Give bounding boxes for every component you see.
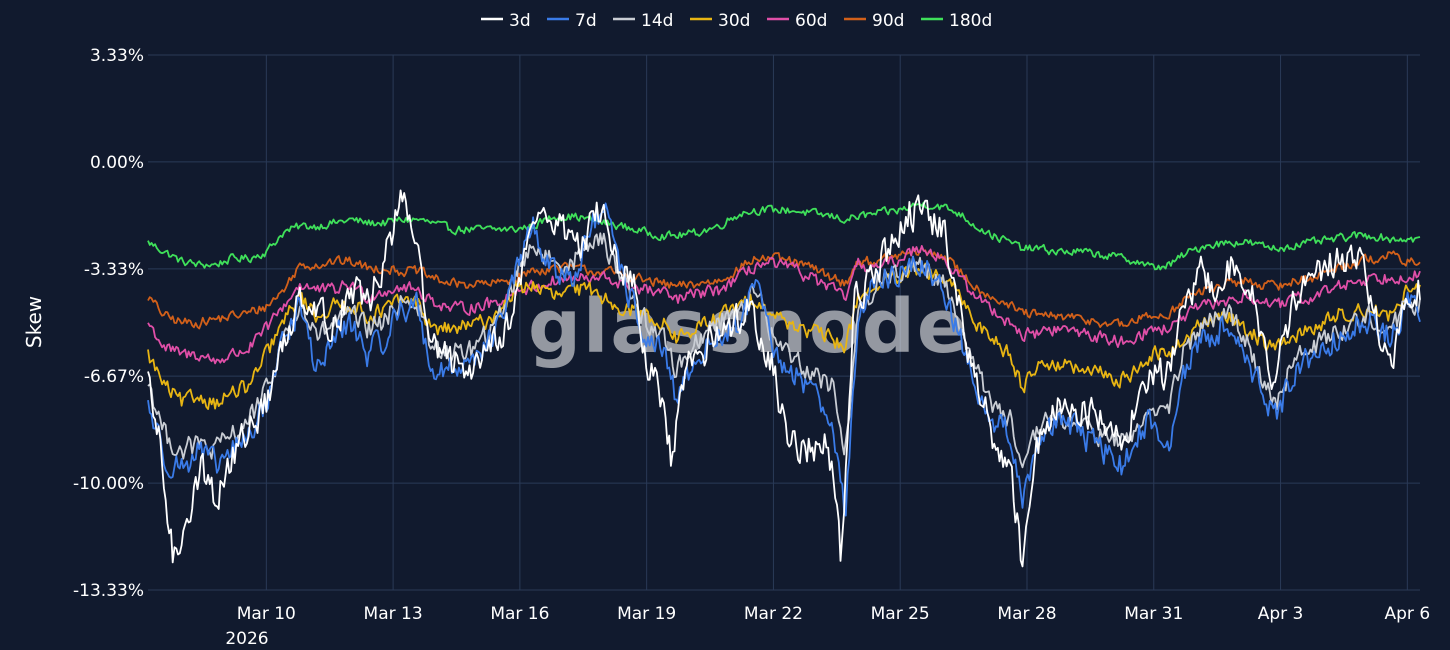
y-axis-label: Skew — [22, 296, 46, 348]
series-line-180d — [147, 201, 1421, 271]
series-line-3d — [147, 189, 1421, 568]
series-line-14d — [147, 232, 1421, 469]
x-tick-label: Apr 6 — [1385, 604, 1431, 624]
y-tick-label: -6.67% — [84, 367, 144, 387]
legend-label: 30d — [718, 11, 750, 31]
legend-label: 60d — [795, 11, 827, 31]
series-line-90d — [147, 246, 1421, 330]
x-axis-ticks: Mar 10 Mar 13 Mar 16 Mar 19 Mar 22 Mar 25 Mar … — [237, 604, 1430, 624]
legend-label: 7d — [575, 11, 597, 31]
x-tick-label: Mar 13 — [364, 604, 423, 624]
legend-item-90d[interactable]: 90d — [844, 11, 904, 31]
x-tick-label: Mar 22 — [744, 604, 803, 624]
x-tick-label: Mar 10 — [237, 604, 296, 624]
legend-item-14d[interactable]: 14d — [613, 11, 673, 31]
series-line-30d — [147, 262, 1421, 410]
series-line-7d — [147, 202, 1421, 517]
y-tick-label: -13.33% — [73, 581, 144, 601]
x-tick-label: Mar 31 — [1124, 604, 1183, 624]
legend-item-30d[interactable]: 30d — [690, 11, 750, 31]
legend-item-60d[interactable]: 60d — [767, 11, 827, 31]
series-layer — [147, 189, 1421, 568]
legend-label: 3d — [509, 11, 531, 31]
x-tick-label: Mar 28 — [997, 604, 1056, 624]
y-tick-label: 0.00% — [90, 153, 144, 173]
legend-item-3d[interactable]: 3d — [481, 11, 531, 31]
legend-label: 90d — [872, 11, 904, 31]
gridlines — [148, 54, 1420, 591]
legend-label: 180d — [949, 11, 992, 31]
y-axis-ticks: 3.33% 0.00% -3.33% -6.67% -10.00% -13.33% — [73, 46, 144, 601]
legend-item-180d[interactable]: 180d — [921, 11, 992, 31]
legend-item-7d[interactable]: 7d — [547, 11, 597, 31]
x-tick-label: Apr 3 — [1258, 604, 1304, 624]
y-tick-label: 3.33% — [90, 46, 144, 66]
x-axis-year-label: 2026 — [225, 629, 268, 649]
y-tick-label: -10.00% — [73, 474, 144, 494]
legend-label: 14d — [641, 11, 673, 31]
legend: 3d 7d 14d 30d 60d 90d 180d — [481, 11, 992, 31]
x-tick-label: Mar 25 — [871, 604, 930, 624]
y-tick-label: -3.33% — [84, 260, 144, 280]
x-tick-label: Mar 16 — [490, 604, 549, 624]
x-tick-label: Mar 19 — [617, 604, 676, 624]
